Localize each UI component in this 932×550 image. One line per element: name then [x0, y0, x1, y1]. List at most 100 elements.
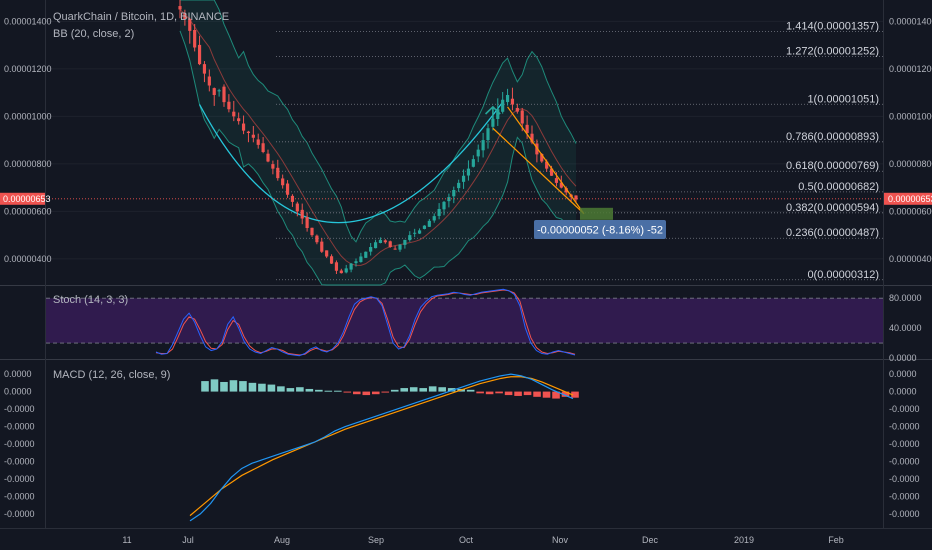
candle [344, 264, 348, 274]
candle [432, 213, 436, 223]
fib-level-label: 0.236(0.00000487) [786, 227, 879, 239]
price-tick-label-left: 0.00001400 [4, 16, 52, 26]
candle [325, 250, 329, 259]
candle [197, 35, 202, 66]
wedge-lower-line [492, 127, 585, 215]
candle [241, 115, 246, 135]
macd-histogram-bar [409, 387, 418, 392]
candle [266, 149, 270, 163]
macd-histogram-bar [239, 381, 247, 392]
candle-body [452, 190, 456, 197]
candle-body [476, 149, 480, 157]
candle [256, 133, 260, 149]
candle-body [422, 225, 427, 229]
candle-body [232, 111, 236, 117]
candle [501, 92, 505, 114]
candle-body [510, 98, 515, 105]
price-tick-label-right: 0.00000600 [889, 206, 932, 216]
price-tick-label-left: 0.00001200 [4, 64, 52, 74]
candle-body [227, 101, 231, 110]
macd-histogram-bar [552, 391, 560, 399]
macd-histogram-bar [305, 388, 314, 392]
candle [408, 231, 412, 242]
macd-tick-label-left: 0.0000 [4, 387, 32, 397]
candle-body [427, 220, 431, 227]
macd-histogram-bar [571, 391, 579, 398]
price-tick-label-right: 0.00001000 [889, 111, 932, 121]
candle-body [364, 251, 368, 258]
price-grid [46, 20, 883, 260]
stoch-band-fill [46, 298, 883, 344]
stoch-tick-label: 0.0000 [889, 353, 917, 363]
candle [251, 126, 255, 143]
up-arrow-marker [484, 105, 501, 126]
candle-body [178, 6, 182, 10]
candle-body [329, 256, 334, 264]
bb-legend: BB (20, close, 2) [53, 28, 134, 40]
candle [178, 0, 182, 19]
stoch-k-line [155, 288, 576, 357]
stochastic-pane: 80.0000 40.0000 0.0000 [46, 288, 922, 363]
candle-body [349, 263, 353, 270]
macd-histogram-bar [447, 388, 456, 392]
macd-histogram-bar [248, 382, 257, 392]
candle [339, 268, 343, 274]
fib-level-label: 0.618(0.00000769) [786, 160, 879, 172]
macd-histogram-bar [390, 389, 399, 392]
candle-body [432, 216, 436, 221]
chart-title: QuarkChain / Bitcoin, 1D, BINANCE [53, 11, 229, 23]
candle [222, 84, 226, 107]
candle [452, 186, 456, 204]
candle-body [212, 88, 216, 95]
candle-body [559, 182, 563, 188]
macd-tick-label-left: -0.0000 [4, 474, 35, 484]
candle-body [408, 235, 412, 241]
candle [369, 243, 373, 256]
candle-body [261, 143, 265, 152]
current-price-label-right: 0.00000653 [888, 194, 932, 204]
candle-body [237, 118, 241, 122]
candle [212, 87, 216, 106]
candle-body [217, 90, 221, 92]
candle [413, 228, 417, 238]
macd-histogram-bar [542, 391, 551, 398]
macd-histogram-bar [533, 391, 541, 397]
macd-tick-label-right: -0.0000 [889, 474, 920, 484]
macd-tick-label-right: -0.0000 [889, 491, 920, 501]
macd-histogram-bar [561, 391, 570, 397]
time-tick-label: Oct [459, 535, 474, 545]
macd-histogram-bar [400, 388, 409, 392]
candle [378, 237, 383, 244]
candle [461, 169, 466, 189]
fib-level-label: 1.272(0.00001252) [786, 46, 879, 58]
candle [373, 239, 378, 249]
candle-body [256, 139, 260, 145]
candle-body [300, 209, 304, 219]
candle-body [540, 153, 544, 162]
macd-tick-label-left: -0.0000 [4, 439, 35, 449]
macd-tick-label-right: 0.0000 [889, 369, 917, 379]
candle [476, 144, 480, 163]
macd-legend: MACD (12, 26, close, 9) [53, 369, 170, 381]
measure-tool[interactable]: -0.00000052 (-8.16%) -52 [534, 207, 666, 239]
macd-histogram-bar [229, 380, 238, 392]
candle-body [193, 30, 197, 48]
candle [261, 137, 265, 154]
candle-body [442, 201, 446, 210]
candle [364, 251, 368, 258]
macd-histogram-bar [267, 384, 276, 392]
candle-body [471, 159, 475, 167]
candle [486, 123, 490, 149]
candle [329, 254, 334, 264]
candle [320, 237, 324, 253]
candle-body [393, 248, 397, 250]
price-tick-label-right: 0.00000400 [889, 254, 932, 264]
time-tick-label: 2019 [734, 535, 754, 545]
stoch-tick-label: 80.0000 [889, 293, 922, 303]
candle-body [325, 250, 329, 257]
candle [398, 244, 402, 252]
macd-histogram-bar [362, 391, 371, 396]
macd-histogram-bar [296, 387, 304, 392]
